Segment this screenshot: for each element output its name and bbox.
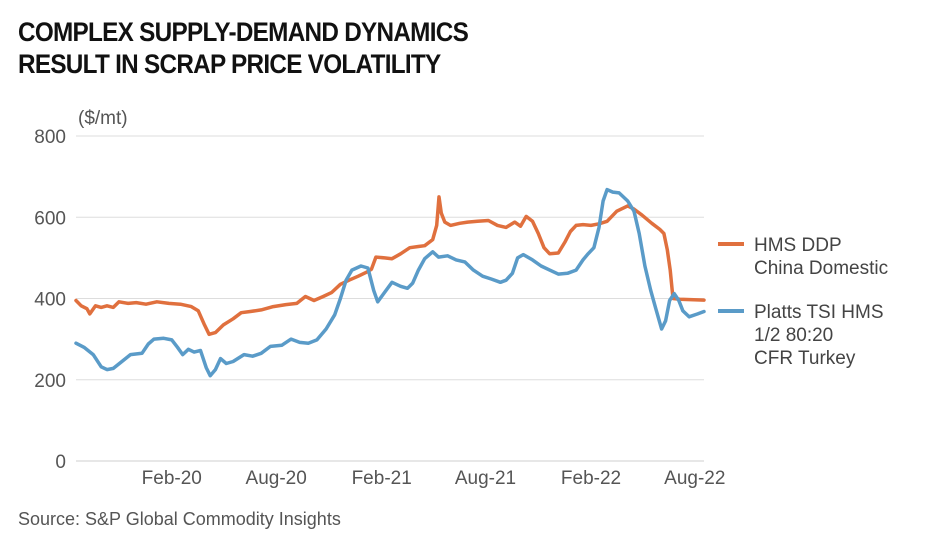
- source-note: Source: S&P Global Commodity Insights: [18, 509, 341, 529]
- x-tick-label: Aug-20: [246, 468, 307, 489]
- x-axis-ticks: Feb-20 Aug-20 Feb-21 Aug-21 Feb-22 Aug-22: [142, 468, 726, 489]
- y-tick-label: 0: [55, 452, 66, 473]
- x-tick-label: Feb-22: [561, 468, 621, 489]
- gridlines: [76, 135, 704, 462]
- x-tick-label: Feb-20: [142, 468, 202, 489]
- chart-title: COMPLEX SUPPLY-DEMAND DYNAMICS RESULT IN…: [18, 16, 469, 80]
- y-tick-label: 600: [34, 208, 66, 229]
- y-tick-label: 200: [34, 371, 66, 392]
- series-line-platts-tsi-turkey: [74, 187, 706, 378]
- x-tick-label: Feb-21: [352, 468, 412, 489]
- y-tick-label: 800: [34, 127, 66, 148]
- y-axis-ticks: 0 200 400 600 800: [34, 127, 66, 473]
- series-lines: [74, 187, 706, 378]
- legend-label-hms-ddp-china: HMS DDP: [754, 235, 842, 256]
- chart-title-line-1: COMPLEX SUPPLY-DEMAND DYNAMICS: [18, 17, 469, 47]
- legend-label-platts-tsi-turkey: Platts TSI HMS: [754, 302, 884, 323]
- x-tick-label: Aug-21: [455, 468, 516, 489]
- x-tick-label: Aug-22: [664, 468, 725, 489]
- legend-label-platts-tsi-turkey: CFR Turkey: [754, 348, 856, 369]
- chart-title-line-2: RESULT IN SCRAP PRICE VOLATILITY: [18, 49, 441, 79]
- series-line-hms-ddp-china: [74, 195, 706, 337]
- y-tick-label: 400: [34, 290, 66, 311]
- legend-label-platts-tsi-turkey: 1/2 80:20: [754, 325, 833, 346]
- legend-label-hms-ddp-china: China Domestic: [754, 258, 888, 279]
- y-axis-unit-label: ($/mt): [78, 108, 128, 129]
